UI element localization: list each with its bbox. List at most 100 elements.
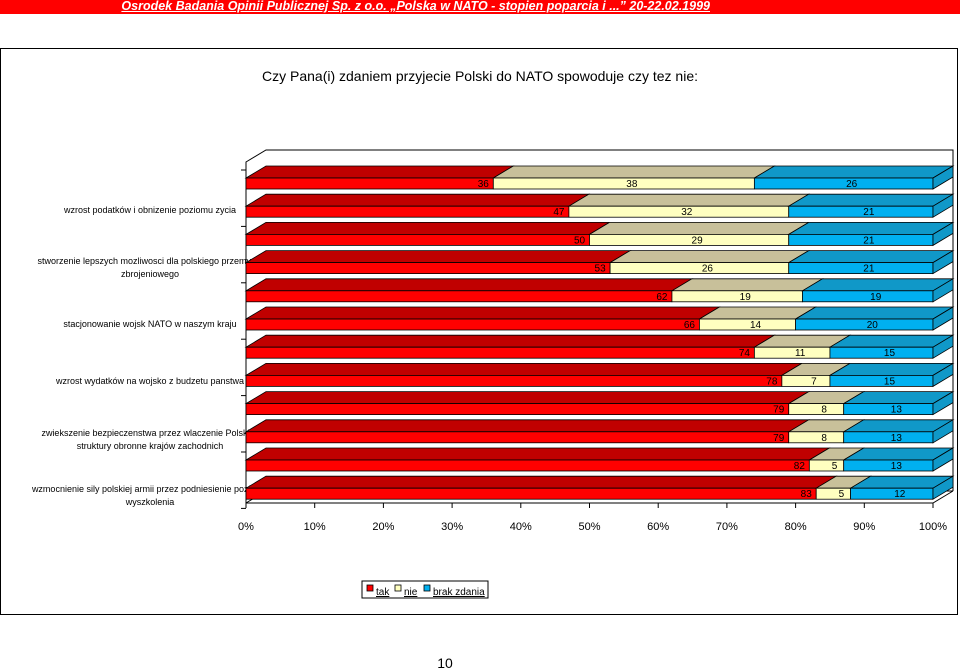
bar-brak [850,487,934,500]
bar-nie [808,459,845,472]
chart-title: Czy Pana(i) zdaniem przyjecie Polski do … [262,68,698,84]
bar-top-nie [567,193,811,207]
data-label-nie: 5 [839,489,845,500]
data-label-brak: 19 [870,292,882,303]
bar-brak [788,262,934,275]
data-label-tak: 74 [739,348,751,359]
bar-nie [815,487,851,500]
data-label-brak: 26 [846,179,858,190]
legend-label-brak: brak zdania [433,587,485,598]
x-tick-label: 20% [372,521,394,533]
bar-brak [843,431,934,444]
bar-top-brak [787,193,955,207]
x-tick-label: 100% [919,521,947,533]
bar-end [932,475,954,500]
bar-top-tak [244,221,611,235]
bar-tak [245,318,700,331]
data-label-brak: 13 [891,405,903,416]
bar-tak [245,290,673,303]
data-label-brak: 15 [884,376,896,387]
category-label: wzrost wydatków na wojsko z budzetu pans… [55,376,244,386]
bar-end [932,221,954,247]
bar-brak [843,459,934,472]
bar-tak [245,403,790,416]
data-label-brak: 13 [891,433,903,444]
bar-nie [788,431,845,444]
legend-swatch-nie [394,584,402,592]
bar-brak [843,403,934,416]
bar-top-brak [794,306,955,320]
bar-top-brak [787,250,955,264]
bar-tak [245,205,570,218]
bar-top-nie [491,165,776,179]
bar-tak [245,459,810,472]
x-tick-label: 10% [304,521,326,533]
data-label-nie: 32 [681,207,693,218]
bar-nie [492,177,755,190]
data-label-nie: 26 [702,264,714,275]
page-number: 10 [437,655,453,671]
bar-nie [781,374,831,387]
data-label-brak: 21 [863,207,875,218]
bar-tak [245,374,783,387]
bar-end [932,306,954,331]
data-label-brak: 20 [867,320,879,331]
bar-top-tak [244,419,811,433]
data-label-nie: 5 [832,461,838,472]
data-label-tak: 78 [766,376,778,387]
bar-top-tak [244,250,632,264]
data-label-nie: 19 [740,292,752,303]
data-label-tak: 83 [801,489,813,500]
bar-tak [245,487,817,500]
x-tick-label: 40% [510,521,532,533]
data-label-tak: 53 [595,264,607,275]
bar-top-tak [244,362,804,376]
data-label-nie: 7 [811,376,817,387]
data-label-brak: 15 [884,348,896,359]
bar-tak [245,233,590,246]
bar-top-tak [244,391,811,405]
data-label-nie: 38 [626,179,638,190]
bar-top-tak [244,193,591,207]
bar-end [932,249,954,275]
x-tick-label: 70% [716,521,738,533]
bar-tak [245,346,755,359]
bar-nie [671,290,803,303]
x-tick-label: 0% [238,521,254,533]
bar-brak [788,233,934,246]
bar-end [932,165,954,190]
data-label-nie: 8 [821,405,827,416]
bar-brak [795,318,934,331]
bar-end [932,419,954,444]
bar-top-nie [608,250,811,264]
x-tick-label: 90% [853,521,875,533]
data-label-nie: 29 [692,235,704,246]
bar-tak [245,431,790,444]
data-label-tak: 79 [773,405,785,416]
bar-top-tak [244,306,721,320]
category-label: wzrost podatków i obnizenie poziomu zyci… [63,205,236,215]
legend-swatch-tak [366,584,374,592]
data-label-tak: 66 [684,320,696,331]
x-tick-label: 50% [578,521,600,533]
legend-label-tak: tak [376,587,390,598]
bar-brak [788,205,934,218]
bar-end [932,193,954,218]
x-tick-label: 60% [647,521,669,533]
bar-end [932,447,954,472]
bar-brak [802,290,934,303]
bar-top-tak [244,447,831,461]
data-label-nie: 8 [821,433,827,444]
bar-top-brak [828,362,955,376]
category-label: zwiekszenie bezpieczenstwa przez wlaczen… [41,428,259,451]
bar-top-tak [244,165,515,179]
data-label-tak: 47 [553,207,565,218]
bar-nie [589,233,790,246]
bar-end [932,334,954,359]
data-label-nie: 14 [750,320,762,331]
bar-tak [245,262,611,275]
category-label: stacjonowanie wojsk NATO w naszym kraju [63,319,236,329]
bar-nie [568,205,790,218]
bar-top-nie [670,278,824,292]
data-label-brak: 13 [891,461,903,472]
